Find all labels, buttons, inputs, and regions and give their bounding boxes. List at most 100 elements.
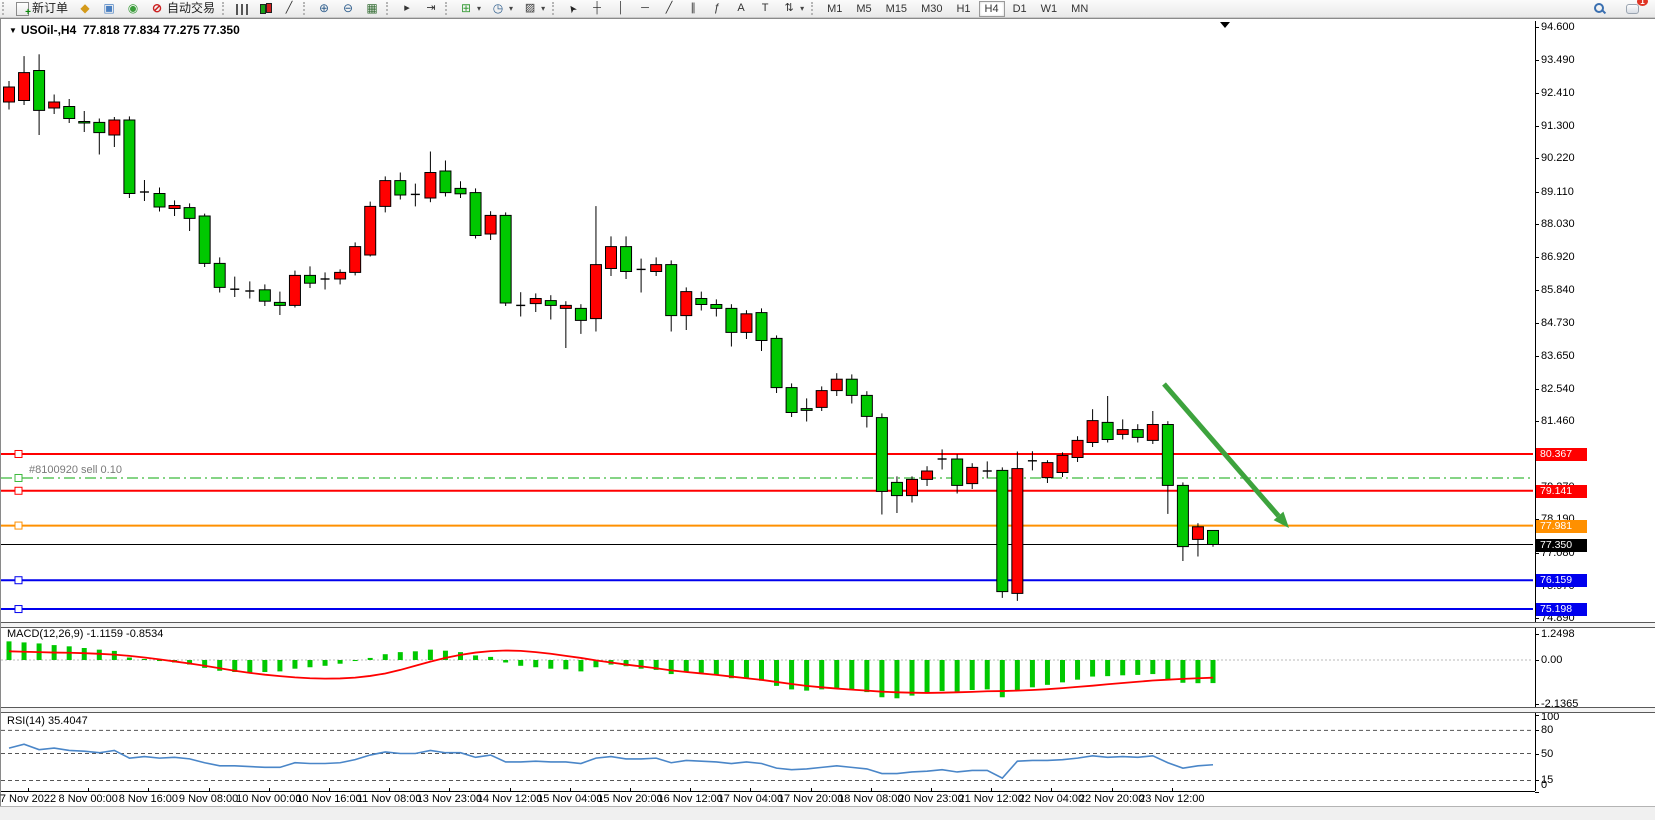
level-line-76.159[interactable]	[1, 576, 1533, 585]
rsi-axis-label: 80	[1541, 724, 1554, 737]
templates-dropdown-icon[interactable]: ▾	[541, 4, 546, 13]
timeframe-m30-button[interactable]: M30	[921, 2, 943, 15]
timeframe-w1-button[interactable]: W1	[1040, 2, 1058, 15]
arrows-dropdown-icon[interactable]: ▾	[800, 4, 805, 13]
price-axis-tick-label: 83.650	[1541, 349, 1575, 362]
periods-dropdown-icon[interactable]: ▾	[509, 4, 514, 13]
cursor-button[interactable]: ➤	[561, 0, 585, 17]
price-axis-tick	[1535, 552, 1539, 554]
timeframe-m15-button[interactable]: M15	[885, 2, 908, 15]
trendline-button[interactable]: ╱	[657, 0, 681, 17]
templates-icon: ▨	[524, 2, 536, 14]
notifications-button[interactable]: 1	[1621, 0, 1648, 17]
time-axis-tick	[569, 788, 571, 792]
tile-windows-button[interactable]: ▦	[360, 0, 384, 17]
zoom-in-icon: ⊕	[319, 1, 330, 15]
time-axis-tick	[208, 788, 210, 792]
autotrading-icon: ⊘	[151, 1, 163, 15]
fibonacci-button[interactable]: ƒ	[705, 0, 729, 17]
price-axis-tick	[1535, 60, 1539, 62]
arrows-button[interactable]: ⇅ ▾	[777, 0, 809, 17]
charts-button[interactable]: ◆	[73, 0, 97, 17]
timeframe-m1-button[interactable]: M1	[827, 2, 843, 15]
bar-chart-button[interactable]	[231, 0, 253, 17]
market-watch-button[interactable]: ▣	[97, 0, 121, 17]
templates-button[interactable]: ▨ ▾	[518, 0, 550, 17]
trend-arrow-annotation[interactable]	[1162, 382, 1289, 528]
main-toolbar: 新订单◆▣◉⊘自动交易╱⊕⊖▦▸⇥⊞▾◷▾▨▾➤┼│─╱∥ƒAT⇅▾M1M5M1…	[0, 0, 1655, 19]
horizontal-line-button[interactable]: ─	[633, 0, 657, 17]
rsi-line	[8, 743, 1214, 780]
autotrading-button[interactable]: ⊘ 自动交易	[145, 0, 220, 17]
new-order-label: 新订单	[32, 1, 69, 15]
main-price-chart-canvas[interactable]: #8100920 sell 0.10	[1, 21, 1533, 623]
macd-panel-separator[interactable]	[1, 622, 1655, 628]
fibonacci-icon: ƒ	[714, 2, 721, 14]
time-axis-line	[1, 791, 1535, 792]
rsi-panel-canvas[interactable]	[1, 713, 1533, 792]
price-axis-tick-label: 89.110	[1541, 185, 1574, 198]
candlestick-series	[3, 54, 1219, 601]
equidistant-channel-icon: ∥	[690, 2, 696, 14]
auto-scroll-button[interactable]: ▸	[395, 0, 419, 17]
time-axis-tick	[268, 788, 270, 792]
timeframe-h4-button[interactable]: H4	[978, 0, 1005, 17]
timeframe-m5-button[interactable]: M5	[856, 2, 872, 15]
line-chart-button[interactable]: ╱	[277, 0, 301, 17]
time-axis-tick	[449, 788, 451, 792]
candlestick-chart-button[interactable]	[253, 0, 277, 17]
text-button[interactable]: A	[729, 0, 753, 17]
zoom-out-icon: ⊖	[343, 1, 354, 15]
level-line-77.981[interactable]	[1, 521, 1533, 530]
navigator-button[interactable]: ◉	[121, 0, 145, 17]
vertical-line-button[interactable]: │	[609, 0, 633, 17]
level-line-75.198[interactable]	[1, 605, 1533, 614]
horizontal-line-icon: ─	[641, 2, 649, 14]
indicators-button[interactable]: ⊞ ▾	[454, 0, 486, 17]
level-line-80.367[interactable]	[1, 449, 1533, 458]
text-label-button[interactable]: T	[753, 0, 777, 17]
indicators-dropdown-icon[interactable]: ▾	[477, 4, 482, 13]
time-axis-label: 14 Nov 12:00	[476, 793, 543, 805]
timeframe-h1-button[interactable]: H1	[956, 2, 971, 15]
price-axis-tick	[1535, 92, 1539, 94]
time-axis-label: 13 Nov 23:00	[416, 793, 483, 805]
price-axis-tick	[1535, 289, 1539, 291]
time-axis-tick	[509, 788, 511, 792]
candlestick-chart-icon	[258, 2, 273, 15]
price-axis-line	[1535, 21, 1536, 791]
indicators-icon: ⊞	[461, 1, 472, 15]
charts-icon: ◆	[80, 1, 90, 15]
macd-axis-tick	[1535, 660, 1539, 661]
zoom-in-button[interactable]: ⊕	[312, 0, 336, 17]
time-axis-label: 18 Nov 08:00	[838, 793, 904, 805]
rsi-axis-label: 0	[1541, 779, 1548, 791]
periods-button[interactable]: ◷ ▾	[486, 0, 518, 17]
chart-shift-marker-icon[interactable]	[1220, 22, 1230, 28]
time-axis-label: 15 Nov 04:00	[537, 793, 603, 805]
time-axis-tick	[630, 788, 631, 792]
order-line-label: #8100920 sell 0.10	[29, 464, 122, 476]
price-label-77.350: 77.350	[1536, 538, 1587, 552]
equidistant-channel-button[interactable]: ∥	[681, 0, 705, 17]
price-axis-tick	[1535, 27, 1539, 28]
timeframe-d1-button[interactable]: D1	[1012, 2, 1027, 15]
crosshair-button[interactable]: ┼	[585, 0, 609, 17]
price-axis-tick-label: 84.730	[1541, 317, 1575, 330]
zoom-out-button[interactable]: ⊖	[336, 0, 360, 17]
chart-window[interactable]: ▼ USOil-,H4 77.818 77.834 77.275 77.350 M…	[0, 18, 1655, 806]
chart-shift-button[interactable]: ⇥	[419, 0, 443, 17]
new-order-button[interactable]: 新订单	[11, 0, 73, 19]
rsi-panel-separator[interactable]	[1, 707, 1655, 713]
time-axis-label: 10 Nov 16:00	[296, 793, 362, 805]
collapse-triangle-icon[interactable]: ▼	[9, 26, 17, 35]
time-axis-tick	[991, 788, 993, 792]
timeframe-mn-button[interactable]: MN	[1071, 2, 1089, 15]
periods-icon: ◷	[492, 1, 504, 15]
order-line[interactable]: #8100920 sell 0.10	[1, 464, 1533, 482]
level-line-79.141[interactable]	[1, 486, 1533, 495]
search-button[interactable]	[1588, 0, 1611, 17]
time-axis-tick	[870, 788, 872, 792]
macd-panel-canvas[interactable]	[1, 628, 1533, 708]
